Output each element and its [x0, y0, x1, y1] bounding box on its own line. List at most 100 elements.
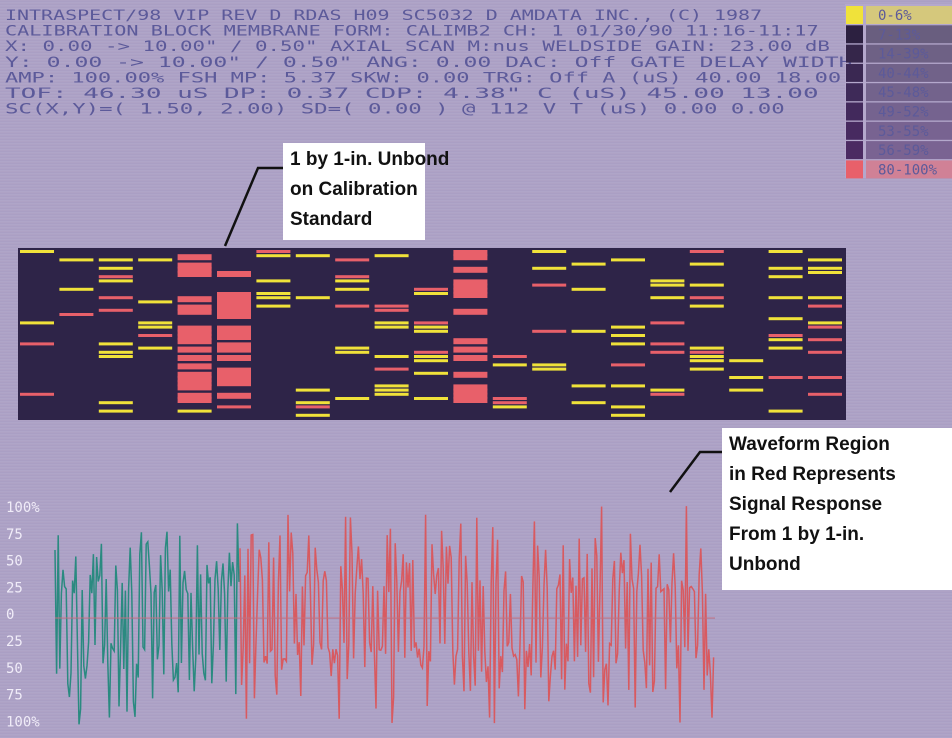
c-scan-cell	[98, 401, 133, 405]
waveform-axis-label: 75	[6, 527, 23, 543]
legend-label: 7-13%	[878, 27, 921, 43]
legend-label: 49-52%	[878, 105, 929, 121]
c-scan-cell	[177, 334, 212, 340]
c-scan-cell	[217, 325, 251, 332]
c-scan-cell	[414, 325, 448, 329]
c-scan-cell	[768, 317, 803, 321]
c-scan-cell	[295, 401, 330, 405]
c-scan-cell	[256, 292, 291, 295]
legend-label-bg	[866, 44, 952, 63]
c-scan-cell	[532, 363, 567, 367]
legend-swatch	[846, 141, 863, 160]
c-scan-cell	[453, 254, 488, 261]
status-line: AMP: 100.00% FSH MP: 5.37 SKW: 0.00 TRG:…	[5, 70, 841, 86]
status-line: INTRASPECT/98 VIP REV D RDAS H09 SC5032 …	[5, 8, 762, 24]
legend-label: 56-59%	[878, 143, 929, 159]
c-scan-cell	[453, 308, 488, 315]
c-scan-cell	[453, 266, 488, 273]
legend-label: 80-100%	[878, 162, 938, 178]
c-scan-cell	[689, 304, 724, 308]
c-scan-cell	[217, 367, 251, 374]
c-scan-cell	[650, 342, 685, 346]
c-scan-cell	[20, 321, 54, 325]
status-line: X: 0.00 -> 10.00" / 0.50" AXIAL SCAN M:n…	[5, 39, 830, 55]
c-scan-cell	[729, 359, 764, 363]
c-scan-cell	[217, 271, 251, 277]
waveform-axis-label: 25	[6, 580, 23, 596]
legend-swatch	[846, 6, 863, 24]
c-scan-cell	[768, 275, 803, 279]
c-scan-cell	[374, 254, 409, 258]
c-scan-cell	[138, 346, 173, 350]
c-scan-cell	[650, 388, 685, 392]
c-scan-cell	[414, 287, 448, 291]
legend-label: 45-48%	[878, 85, 929, 101]
waveform-axis-label: 25	[6, 634, 23, 650]
c-scan-cell	[374, 367, 409, 371]
c-scan-cell	[177, 262, 212, 269]
c-scan-cell	[177, 329, 212, 336]
c-scan-cell	[177, 254, 212, 261]
c-scan-cell	[453, 292, 488, 298]
legend-swatch	[846, 102, 863, 121]
c-scan-cell	[217, 334, 251, 340]
status-line: TOF: 46.30 uS DP: 0.37 CDP: 4.38" C (uS)…	[5, 86, 819, 102]
c-scan-cell	[217, 355, 251, 361]
c-scan-cell	[374, 321, 409, 325]
c-scan-cell	[177, 304, 212, 311]
c-scan-cell	[138, 325, 173, 329]
c-scan-cell	[808, 266, 842, 270]
c-scan-cell	[217, 304, 251, 311]
c-scan-cell	[453, 384, 488, 391]
legend-label-bg	[866, 83, 952, 102]
c-scan-cell	[98, 258, 133, 262]
c-scan-cell	[414, 371, 448, 375]
c-scan-cell	[295, 405, 330, 409]
c-scan-cell	[217, 296, 251, 303]
c-scan-cell	[808, 321, 842, 325]
c-scan-cell	[453, 355, 488, 361]
c-scan-cell	[571, 401, 606, 405]
callout-text: From 1 by 1-in.	[729, 524, 864, 545]
c-scan-cell	[217, 342, 251, 349]
c-scan-cell	[808, 304, 842, 308]
c-scan-cell	[689, 359, 724, 363]
c-scan-cell	[20, 392, 54, 396]
c-scan-cell	[571, 287, 606, 291]
c-scan-cell	[414, 355, 448, 358]
c-scan-cell	[138, 300, 173, 304]
legend-label-bg	[866, 102, 952, 121]
c-scan-cell	[177, 296, 212, 303]
c-scan-cell	[335, 304, 370, 308]
c-scan-cell	[177, 325, 212, 332]
legend-label-bg	[866, 141, 952, 160]
waveform-trace	[239, 506, 715, 724]
waveform-axis-label: 100%	[6, 500, 40, 516]
c-scan-cell	[177, 384, 212, 391]
c-scan-cell	[808, 338, 842, 342]
legend-label: 53-55%	[878, 124, 929, 140]
callout-text: Standard	[290, 209, 372, 230]
c-scan-cell	[689, 262, 724, 266]
c-scan-cell	[374, 325, 409, 329]
c-scan-cell	[768, 296, 803, 300]
legend-swatch	[846, 63, 863, 82]
status-line: SC(X,Y)=( 1.50, 2.00) SD=( 0.00 ) @ 112 …	[5, 102, 785, 118]
c-scan-cell	[295, 388, 330, 392]
c-scan-cell	[217, 300, 251, 307]
c-scan-cell	[256, 250, 291, 253]
legend-label-bg	[866, 160, 952, 179]
c-scan-cell	[453, 250, 488, 256]
c-scan-cell	[414, 321, 448, 325]
c-scan-cell	[98, 409, 133, 413]
c-scan-cell	[414, 397, 448, 400]
c-scan-cell	[177, 392, 212, 399]
c-scan-cell	[453, 338, 488, 345]
c-scan-cell	[453, 371, 488, 378]
c-scan-cell	[414, 292, 448, 295]
c-scan-cell	[374, 392, 409, 396]
c-scan-cell	[59, 287, 94, 291]
c-scan-cell	[571, 262, 606, 266]
callout-text: in Red Represents	[729, 464, 896, 485]
c-scan-cell	[335, 287, 370, 291]
